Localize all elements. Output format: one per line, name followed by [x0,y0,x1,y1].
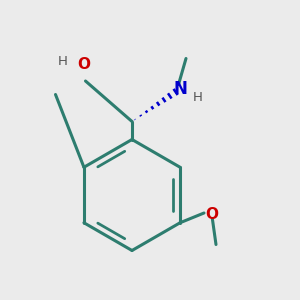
Text: O: O [205,207,218,222]
Text: O: O [77,57,91,72]
Text: N: N [174,80,188,98]
Text: H: H [193,91,203,104]
Text: H: H [58,55,68,68]
